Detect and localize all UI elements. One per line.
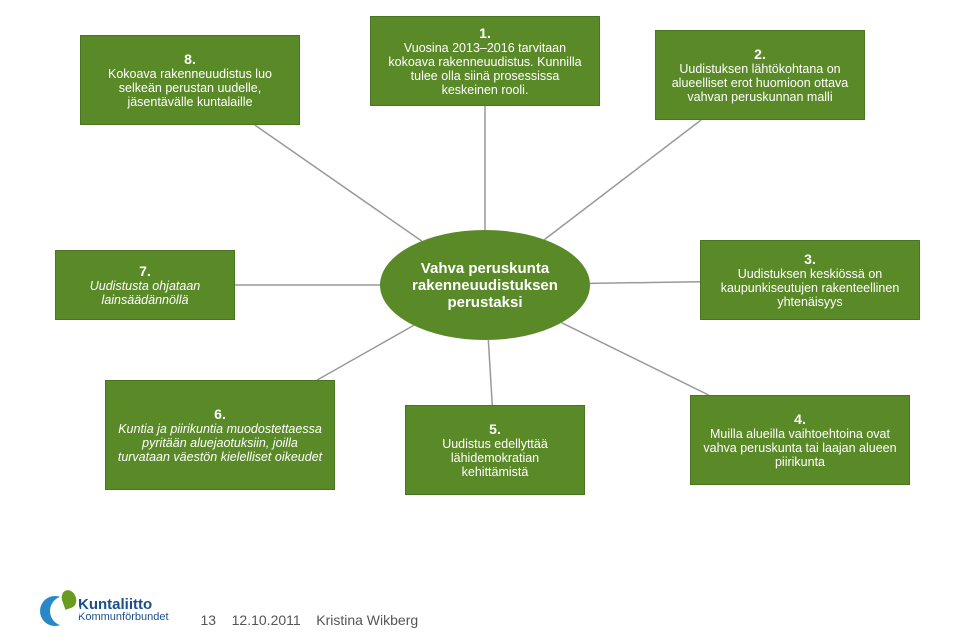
box-number: 8.	[91, 51, 289, 67]
box-text: Kokoava rakenneuudistus luo selkeän peru…	[91, 67, 289, 109]
footer-meta: 13 12.10.2011 Kristina Wikberg	[201, 612, 419, 628]
box-text: Uudistusta ohjataan lainsäädännöllä	[66, 279, 224, 307]
center-text: Vahva peruskunta rakenneuudistuksen peru…	[412, 260, 558, 311]
diagram-box-7: 7.Uudistusta ohjataan lainsäädännöllä	[55, 250, 235, 320]
logo-text-top: Kuntaliitto	[78, 597, 169, 612]
box-number: 2.	[666, 46, 854, 62]
logo-text: Kuntaliitto Kommunförbundet	[78, 597, 169, 623]
box-text: Uudistuksen lähtökohtana on alueelliset …	[666, 62, 854, 104]
box-number: 7.	[66, 263, 224, 279]
diagram-box-2: 2.Uudistuksen lähtökohtana on alueellise…	[655, 30, 865, 120]
diagram-box-3: 3.Uudistuksen keskiössä on kaupunkiseutu…	[700, 240, 920, 320]
connector-line	[317, 325, 414, 380]
diagram-box-8: 8.Kokoava rakenneuudistus luo selkeän pe…	[80, 35, 300, 125]
box-text: Muilla alueilla vaihtoehtoina ovat vahva…	[701, 427, 899, 469]
diagram-box-1: 1.Vuosina 2013–2016 tarvitaan kokoava ra…	[370, 16, 600, 106]
diagram-box-5: 5.Uudistus edellyttää lähidemokratian ke…	[405, 405, 585, 495]
box-number: 1.	[381, 25, 589, 41]
footer-author: Kristina Wikberg	[316, 612, 418, 628]
footer-date: 12.10.2011	[232, 612, 301, 628]
page-number: 13	[201, 612, 217, 628]
center-ellipse: Vahva peruskunta rakenneuudistuksen peru…	[380, 230, 590, 340]
box-text: Vuosina 2013–2016 tarvitaan kokoava rake…	[381, 41, 589, 97]
box-text: Uudistuksen keskiössä on kaupunkiseutuje…	[711, 267, 909, 309]
box-number: 4.	[701, 411, 899, 427]
logo-text-bottom: Kommunförbundet	[78, 612, 169, 623]
box-number: 6.	[116, 406, 324, 422]
box-number: 5.	[416, 421, 574, 437]
box-text: Uudistus edellyttää lähidemokratian kehi…	[416, 437, 574, 479]
connector-line	[255, 125, 422, 241]
box-number: 3.	[711, 251, 909, 267]
logo-graphic	[40, 592, 70, 628]
logo: Kuntaliitto Kommunförbundet	[40, 592, 169, 628]
connector-line	[488, 340, 492, 405]
box-text: Kuntia ja piirikuntia muodostettaessa py…	[116, 422, 324, 464]
connector-line	[544, 120, 701, 240]
connector-line	[562, 323, 709, 395]
diagram-canvas: Vahva peruskunta rakenneuudistuksen peru…	[0, 0, 960, 644]
connector-line	[590, 282, 700, 284]
diagram-box-6: 6.Kuntia ja piirikuntia muodostettaessa …	[105, 380, 335, 490]
diagram-box-4: 4.Muilla alueilla vaihtoehtoina ovat vah…	[690, 395, 910, 485]
footer: Kuntaliitto Kommunförbundet 13 12.10.201…	[40, 592, 418, 628]
